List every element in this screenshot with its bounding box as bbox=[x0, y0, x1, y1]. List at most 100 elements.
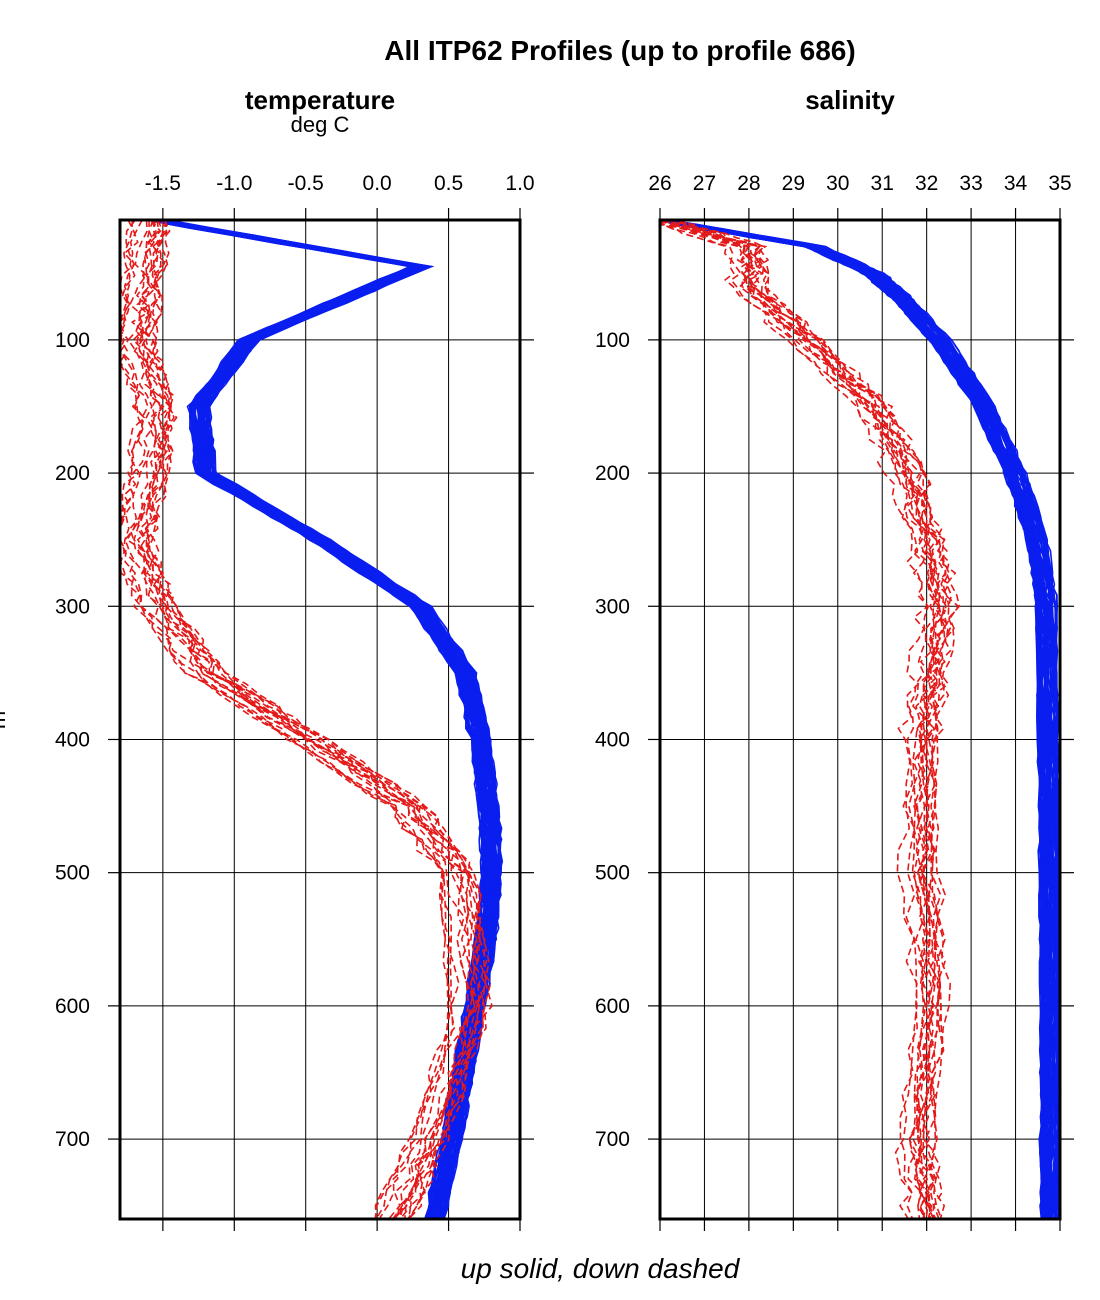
x-tick-label: 29 bbox=[782, 172, 805, 195]
down-profile-line bbox=[662, 219, 945, 1220]
down-profile-line bbox=[659, 219, 943, 1220]
up-profile-line bbox=[163, 219, 501, 1220]
down-profile-line bbox=[136, 219, 478, 1220]
down-profile-line bbox=[124, 219, 470, 1220]
up-profile-line bbox=[659, 219, 1054, 1220]
up-profile-line bbox=[150, 219, 491, 1220]
up-profile-line bbox=[164, 219, 501, 1220]
y-tick-label: 700 bbox=[595, 1128, 630, 1151]
x-tick-label: 1.0 bbox=[505, 172, 534, 195]
x-tick-label: 34 bbox=[1004, 172, 1028, 195]
up-profile-line bbox=[665, 219, 1060, 1220]
down-profile-line bbox=[146, 219, 492, 1220]
up-profile-line bbox=[660, 219, 1054, 1220]
up-profile-line bbox=[667, 219, 1061, 1220]
down-profile-line bbox=[129, 219, 476, 1220]
x-tick-label: -0.5 bbox=[288, 172, 324, 195]
up-profile-line bbox=[147, 219, 486, 1220]
temperature-panel: temperature deg C -1.5 -1.0 -0.5 0.0 0.5 1.0 … bbox=[55, 85, 535, 1231]
up-profile-line bbox=[164, 219, 501, 1220]
up-profile-line bbox=[659, 219, 1053, 1220]
up-profile-line bbox=[661, 219, 1058, 1220]
down-profile-line bbox=[659, 219, 941, 1220]
up-profile-line bbox=[158, 219, 497, 1220]
down-profile-line bbox=[136, 219, 481, 1220]
up-profile-line bbox=[661, 219, 1059, 1220]
up-profile-line bbox=[153, 219, 490, 1220]
down-profile-line bbox=[659, 219, 930, 1220]
up-profile-line bbox=[659, 219, 1045, 1220]
up-profile-line bbox=[157, 219, 493, 1220]
up-profile-line bbox=[665, 219, 1060, 1220]
up-profile-line bbox=[161, 219, 498, 1220]
salinity-profiles bbox=[659, 219, 1061, 1220]
down-profile-line bbox=[119, 219, 460, 1220]
up-profile-line bbox=[154, 219, 491, 1220]
temperature-frame bbox=[118, 218, 522, 1221]
up-profile-line bbox=[659, 219, 1053, 1220]
y-tick-label: 100 bbox=[55, 329, 90, 352]
up-profile-line bbox=[659, 219, 1045, 1220]
salinity-grid bbox=[659, 220, 1061, 1219]
y-tick-label: 200 bbox=[55, 462, 90, 485]
y-axis-label: m bbox=[0, 711, 10, 729]
salinity-panel-title: salinity bbox=[805, 85, 895, 115]
y-tick-label: 500 bbox=[595, 862, 630, 885]
down-profile-line bbox=[659, 219, 936, 1220]
up-profile-line bbox=[659, 219, 1045, 1220]
temperature-profiles bbox=[119, 219, 504, 1220]
temperature-panel-title: temperature bbox=[245, 85, 395, 115]
up-profile-line bbox=[148, 219, 489, 1220]
up-profile-line bbox=[659, 219, 1054, 1220]
y-tick-label: 600 bbox=[55, 995, 90, 1018]
up-profile-line bbox=[665, 219, 1058, 1220]
up-profile-line bbox=[160, 219, 499, 1220]
temperature-y-ticks: 100 200 300 400 500 600 700 bbox=[55, 329, 534, 1151]
chart-title: All ITP62 Profiles (up to profile 686) bbox=[384, 35, 855, 66]
up-profile-line bbox=[662, 219, 1058, 1220]
up-profile-line bbox=[161, 219, 502, 1220]
up-profile-line bbox=[145, 219, 485, 1220]
up-profile-line bbox=[151, 219, 489, 1220]
down-profile-line bbox=[662, 219, 952, 1220]
y-tick-label: 300 bbox=[595, 595, 630, 618]
up-profile-line bbox=[660, 219, 1056, 1220]
x-tick-label: 30 bbox=[826, 172, 849, 195]
x-tick-label: -1.5 bbox=[145, 172, 181, 195]
x-tick-label: 35 bbox=[1048, 172, 1071, 195]
up-profile-line bbox=[668, 219, 1061, 1219]
temperature-unit: deg C bbox=[291, 112, 350, 137]
temperature-x-ticks: -1.5 -1.0 -0.5 0.0 0.5 1.0 bbox=[145, 172, 535, 1231]
up-profile-line bbox=[659, 219, 1046, 1220]
up-profile-line bbox=[164, 219, 503, 1220]
up-profile-line bbox=[659, 219, 1045, 1219]
salinity-x-ticks: 26 27 28 29 30 31 32 33 34 35 bbox=[648, 172, 1072, 1231]
salinity-frame bbox=[658, 218, 1062, 1221]
x-tick-label: 28 bbox=[737, 172, 760, 195]
up-profile-line bbox=[664, 219, 1059, 1220]
up-profile-line bbox=[157, 219, 494, 1220]
y-tick-label: 600 bbox=[595, 995, 630, 1018]
up-profile-line bbox=[153, 219, 491, 1220]
down-profile-line bbox=[144, 219, 490, 1220]
y-tick-label: 700 bbox=[55, 1128, 90, 1151]
up-profile-line bbox=[158, 219, 498, 1220]
y-tick-label: 100 bbox=[595, 329, 630, 352]
up-profile-line bbox=[665, 219, 1061, 1220]
down-profile-line bbox=[681, 219, 957, 1220]
up-profile-line bbox=[164, 219, 501, 1220]
x-tick-label: 27 bbox=[693, 172, 716, 195]
x-tick-label: 31 bbox=[871, 172, 894, 195]
x-tick-label: 0.5 bbox=[434, 172, 463, 195]
y-tick-label: 300 bbox=[55, 595, 90, 618]
chart-footer: up solid, down dashed bbox=[461, 1253, 741, 1284]
x-tick-label: 0.0 bbox=[363, 172, 392, 195]
down-profile-line bbox=[663, 219, 940, 1220]
up-profile-line bbox=[667, 219, 1061, 1219]
y-tick-label: 500 bbox=[55, 862, 90, 885]
up-profile-line bbox=[659, 219, 1054, 1220]
up-profile-line bbox=[152, 219, 490, 1220]
up-profile-line bbox=[147, 219, 489, 1220]
up-profile-line bbox=[664, 219, 1061, 1220]
up-profile-line bbox=[162, 219, 498, 1220]
